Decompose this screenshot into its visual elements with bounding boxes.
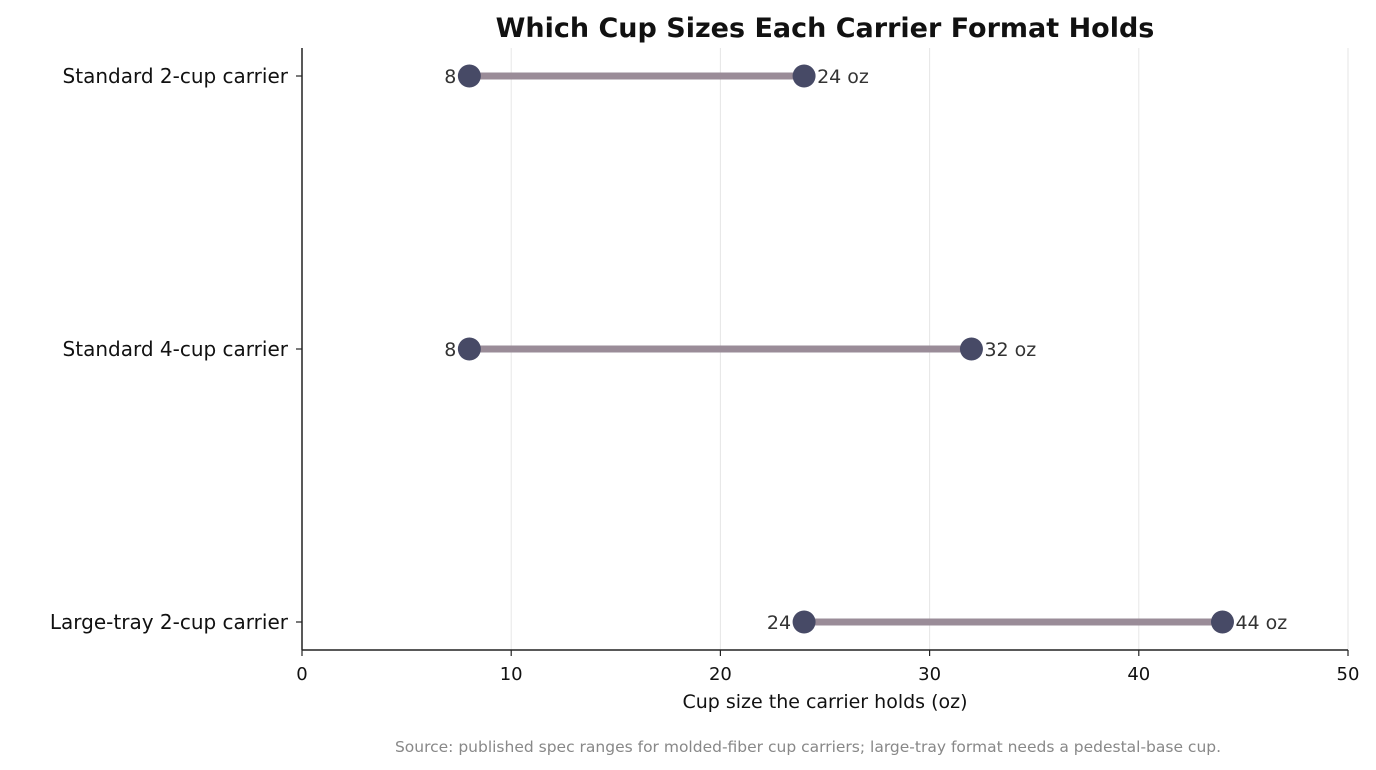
min-data-label: 8 (444, 66, 456, 88)
x-tick-label: 30 (918, 664, 941, 685)
x-tick-label: 40 (1127, 664, 1150, 685)
y-tick-label: Standard 4-cup carrier (63, 337, 289, 361)
x-tick-label: 10 (500, 664, 523, 685)
x-tick-label: 0 (296, 664, 307, 685)
chart-title: Which Cup Sizes Each Carrier Format Hold… (496, 13, 1155, 44)
min-data-label: 8 (444, 339, 456, 361)
min-point (792, 610, 816, 634)
max-data-label: 44 oz (1235, 612, 1287, 634)
y-tick-label: Standard 2-cup carrier (63, 64, 289, 88)
x-tick-label: 20 (709, 664, 732, 685)
max-point (1210, 610, 1234, 634)
min-data-label: 24 (767, 612, 791, 634)
range-series: 8 24 oz 8 32 oz 24 44 oz (444, 64, 1287, 634)
y-tick-label: Large-tray 2-cup carrier (50, 610, 289, 634)
max-data-label: 24 oz (817, 66, 869, 88)
x-tick-label: 50 (1337, 664, 1360, 685)
min-point (457, 64, 481, 88)
x-axis-label: Cup size the carrier holds (oz) (682, 691, 967, 713)
min-point (457, 337, 481, 361)
max-point (792, 64, 816, 88)
source-note: Source: published spec ranges for molded… (395, 738, 1221, 756)
tick-labels: 0 10 20 30 40 50 Standard 2-cup carrier Standar… (50, 64, 1360, 685)
max-point (959, 337, 983, 361)
max-data-label: 32 oz (984, 339, 1036, 361)
